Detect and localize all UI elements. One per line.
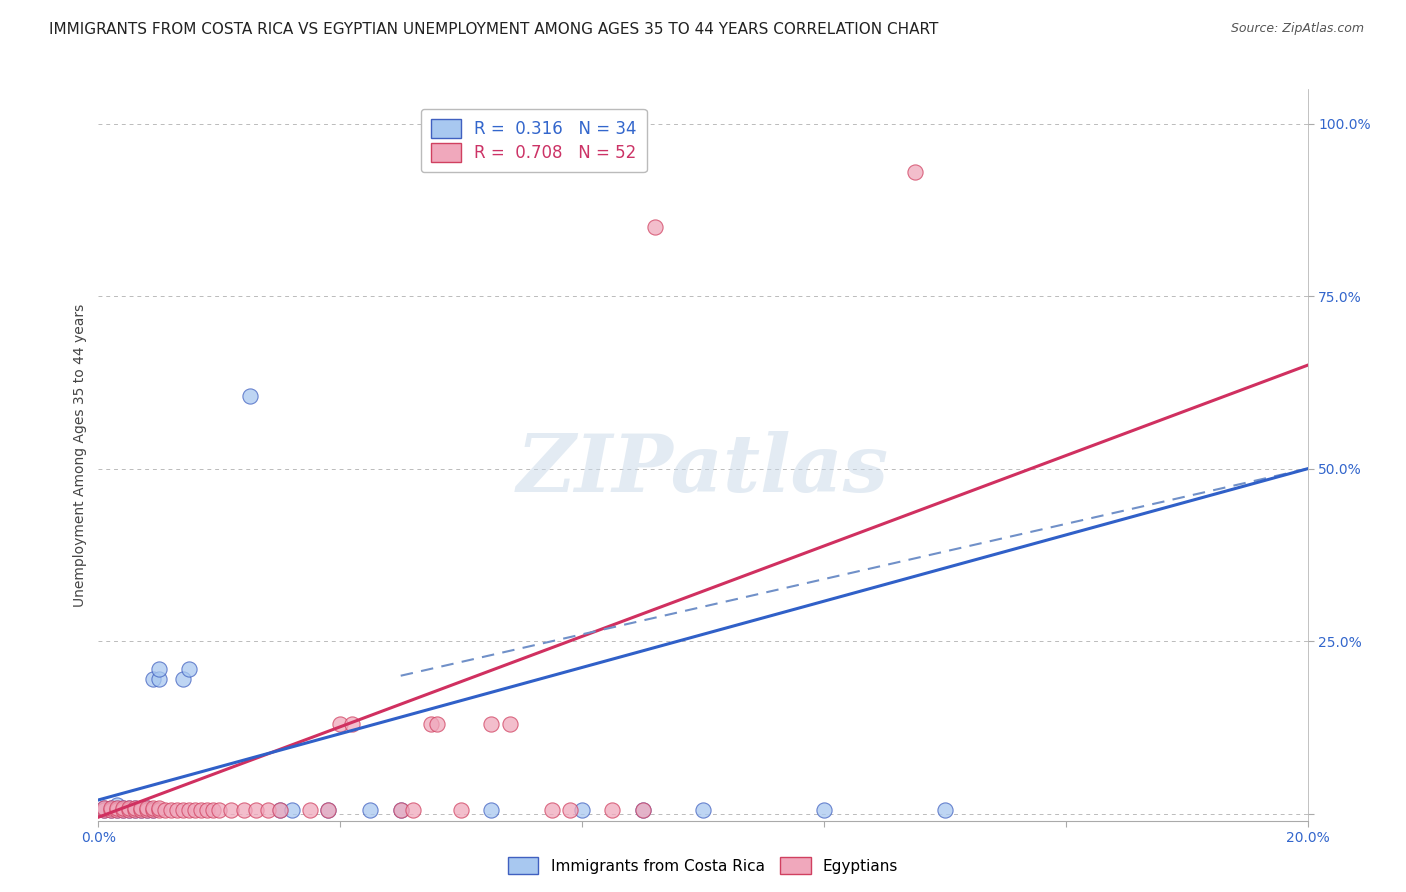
Point — [172, 672, 194, 686]
Point — [208, 803, 231, 817]
Point — [124, 803, 146, 817]
Point — [118, 801, 141, 815]
Text: IMMIGRANTS FROM COSTA RICA VS EGYPTIAN UNEMPLOYMENT AMONG AGES 35 TO 44 YEARS CO: IMMIGRANTS FROM COSTA RICA VS EGYPTIAN U… — [49, 22, 939, 37]
Point — [148, 662, 170, 676]
Point — [129, 801, 152, 815]
Point — [93, 801, 115, 815]
Point — [692, 803, 714, 817]
Point — [245, 803, 267, 817]
Point — [100, 801, 122, 815]
Point — [105, 803, 128, 817]
Legend: Immigrants from Costa Rica, Egyptians: Immigrants from Costa Rica, Egyptians — [502, 851, 904, 880]
Legend: R =  0.316   N = 34, R =  0.708   N = 52: R = 0.316 N = 34, R = 0.708 N = 52 — [420, 109, 647, 172]
Point — [221, 803, 243, 817]
Point — [644, 220, 666, 235]
Point — [105, 801, 128, 815]
Point — [124, 801, 146, 815]
Point — [124, 801, 146, 815]
Point — [142, 672, 165, 686]
Point — [631, 803, 654, 817]
Point — [124, 803, 146, 817]
Point — [342, 717, 364, 731]
Point — [148, 672, 170, 686]
Point — [142, 803, 165, 817]
Point — [166, 803, 188, 817]
Point — [111, 801, 134, 815]
Text: ZIPatlas: ZIPatlas — [517, 431, 889, 508]
Point — [389, 803, 412, 817]
Point — [179, 803, 201, 817]
Point — [148, 803, 170, 817]
Point — [135, 803, 157, 817]
Point — [329, 717, 352, 731]
Point — [281, 803, 304, 817]
Point — [105, 798, 128, 813]
Point — [129, 803, 152, 817]
Point — [498, 717, 520, 731]
Point — [172, 803, 194, 817]
Point — [269, 803, 291, 817]
Point — [93, 801, 115, 815]
Point — [111, 803, 134, 817]
Point — [190, 803, 212, 817]
Point — [256, 803, 278, 817]
Point — [316, 803, 339, 817]
Point — [232, 803, 254, 817]
Point — [118, 801, 141, 815]
Point — [558, 803, 581, 817]
Point — [135, 801, 157, 815]
Point — [105, 803, 128, 817]
Point — [450, 803, 472, 817]
Point — [118, 803, 141, 817]
Point — [153, 803, 176, 817]
Point — [239, 389, 262, 403]
Point — [813, 803, 835, 817]
Point — [148, 801, 170, 815]
Point — [571, 803, 593, 817]
Point — [299, 803, 322, 817]
Point — [402, 803, 425, 817]
Point — [160, 803, 183, 817]
Point — [142, 801, 165, 815]
Text: Source: ZipAtlas.com: Source: ZipAtlas.com — [1230, 22, 1364, 36]
Point — [111, 801, 134, 815]
Point — [111, 803, 134, 817]
Point — [269, 803, 291, 817]
Point — [100, 803, 122, 817]
Point — [105, 801, 128, 815]
Point — [100, 803, 122, 817]
Point — [179, 662, 201, 676]
Point — [129, 803, 152, 817]
Point — [118, 803, 141, 817]
Point — [631, 803, 654, 817]
Point — [481, 717, 503, 731]
Point — [135, 803, 157, 817]
Point — [481, 803, 503, 817]
Point — [426, 717, 449, 731]
Y-axis label: Unemployment Among Ages 35 to 44 years: Unemployment Among Ages 35 to 44 years — [73, 303, 87, 607]
Point — [184, 803, 207, 817]
Point — [360, 803, 382, 817]
Point — [142, 803, 165, 817]
Point — [540, 803, 562, 817]
Point — [195, 803, 218, 817]
Point — [93, 803, 115, 817]
Point — [934, 803, 956, 817]
Point — [602, 803, 624, 817]
Point — [389, 803, 412, 817]
Point — [904, 165, 927, 179]
Point — [100, 801, 122, 815]
Point — [202, 803, 225, 817]
Point — [316, 803, 339, 817]
Point — [420, 717, 443, 731]
Point — [135, 801, 157, 815]
Point — [93, 803, 115, 817]
